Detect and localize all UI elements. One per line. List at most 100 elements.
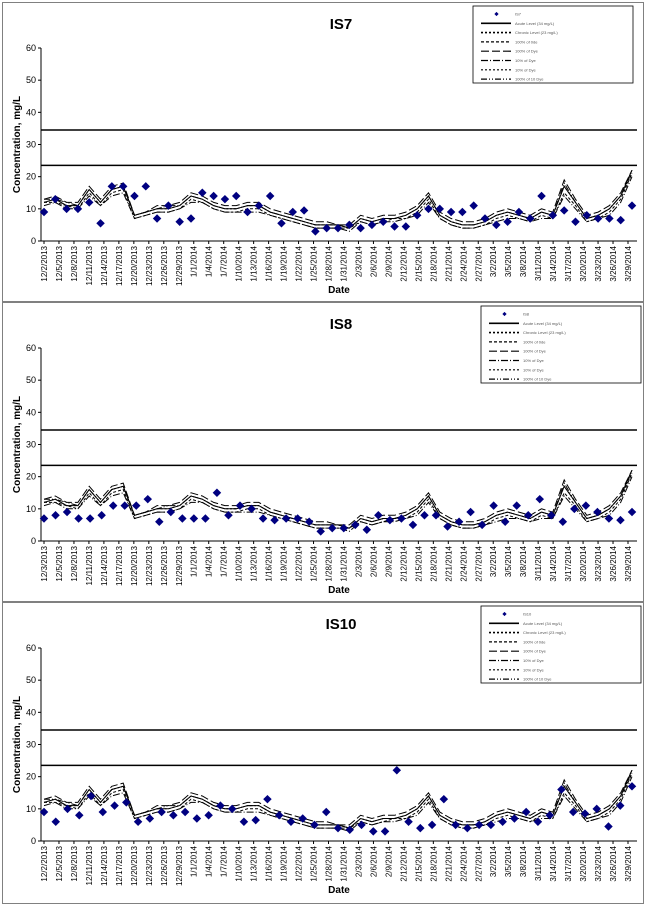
observed-point (186, 214, 196, 223)
x-tick-label: 12/14/2013 (100, 845, 109, 886)
y-tick-label: 10 (26, 504, 36, 514)
observed-point (446, 207, 456, 217)
x-tick-label: 2/6/2014 (369, 245, 378, 277)
x-tick-label: 12/17/2013 (115, 845, 124, 886)
y-tick-label: 20 (26, 772, 36, 782)
legend-entry: 10% of Dye (515, 58, 536, 63)
observed-point (463, 823, 472, 833)
x-tick-label: 3/11/2014 (534, 245, 543, 281)
observed-point (97, 511, 106, 520)
observed-point (392, 765, 402, 775)
observed-point (321, 807, 331, 817)
x-tick-label: 12/29/2013 (175, 245, 184, 286)
x-tick-label: 1/13/2014 (250, 245, 259, 281)
observed-point (178, 514, 187, 523)
x-tick-label: 1/13/2014 (250, 845, 259, 881)
observed-point (431, 511, 441, 520)
x-tick-label: 3/14/2014 (549, 845, 558, 881)
observed-point (51, 817, 61, 826)
x-tick-label: 12/2/2013 (40, 845, 49, 881)
observed-point (378, 217, 388, 226)
x-tick-label: 12/17/2013 (115, 545, 124, 586)
observed-point (486, 820, 496, 830)
x-tick-label: 2/27/2014 (474, 245, 483, 281)
observed-point (141, 182, 151, 191)
y-tick-label: 50 (26, 75, 36, 85)
y-tick-label: 10 (26, 204, 36, 214)
observed-point (281, 514, 291, 523)
observed-point (498, 817, 507, 826)
x-tick-label: 3/17/2014 (564, 245, 573, 281)
x-tick-label: 3/26/2014 (609, 845, 618, 881)
x-tick-label: 12/8/2013 (70, 845, 79, 881)
x-tick-label: 3/11/2014 (534, 545, 543, 581)
x-tick-label: 12/14/2013 (100, 545, 109, 586)
x-tick-label: 1/19/2014 (280, 245, 289, 281)
x-axis-label: Date (328, 885, 350, 896)
observed-point (466, 507, 475, 517)
observed-point (535, 494, 545, 504)
observed-point (189, 514, 199, 523)
observed-point (616, 515, 625, 525)
observed-point (265, 191, 275, 201)
x-tick-label: 1/31/2014 (339, 245, 348, 281)
legend-entry: 10% of Dye (523, 367, 544, 372)
observed-point (385, 515, 395, 525)
x-tick-label: 12/5/2013 (55, 545, 64, 581)
x-tick-label: 2/27/2014 (474, 845, 483, 881)
observed-point (51, 511, 60, 520)
observed-point (458, 207, 467, 217)
observed-point (492, 220, 501, 230)
observed-point (477, 520, 487, 530)
observed-point (133, 817, 143, 826)
x-tick-label: 1/31/2014 (339, 545, 348, 581)
x-tick-label: 1/4/2014 (205, 845, 214, 877)
series-line-2 (44, 173, 633, 229)
x-tick-label: 3/23/2014 (594, 845, 603, 881)
x-tick-label: 3/23/2014 (594, 545, 603, 581)
observed-point (443, 522, 452, 531)
x-tick-label: 1/25/2014 (310, 245, 319, 281)
x-tick-label: 1/22/2014 (295, 845, 304, 881)
x-tick-label: 2/15/2014 (414, 845, 423, 881)
observed-point (98, 807, 108, 817)
x-tick-label: 3/11/2014 (534, 845, 543, 881)
x-tick-label: 1/13/2014 (250, 545, 259, 581)
observed-point (412, 211, 422, 220)
x-tick-label: 2/21/2014 (444, 545, 453, 581)
legend-entry: Acute Level (34 mg/L) (523, 321, 563, 326)
observed-point (420, 511, 429, 520)
observed-point (157, 807, 166, 817)
x-tick-label: 3/20/2014 (579, 845, 588, 881)
chart-is10: IS10 IS10 Acute Level (34 mg/L) Chronic Lev… (12, 605, 642, 896)
legend-entry: 100% of Dye (523, 349, 547, 354)
legend-frame (480, 605, 642, 684)
legend-entry: 10% of Dye (523, 667, 544, 672)
observed-point (327, 523, 337, 533)
observed-point (615, 801, 625, 810)
x-tick-label: 3/2/2014 (489, 245, 498, 277)
observed-point (293, 514, 302, 523)
legend-entry: 10% of Dye (523, 358, 544, 363)
legend-entry: Chronic Level (23 mg/L) (523, 330, 566, 335)
x-tick-label: 1/7/2014 (220, 545, 229, 577)
x-tick-label: 3/5/2014 (504, 845, 513, 877)
observed-point (311, 227, 320, 236)
x-tick-label: 3/29/2014 (624, 245, 633, 281)
observed-point (39, 207, 49, 217)
observed-point (239, 817, 249, 826)
legend-entry: IS10 (523, 612, 532, 617)
legend-entry: 100% of Dye (523, 649, 547, 654)
legend-entry: Chronic Level (23 mg/L) (515, 30, 558, 35)
observed-point (558, 517, 568, 526)
observed-point (593, 507, 602, 517)
observed-point (404, 817, 413, 826)
x-tick-label: 2/3/2014 (354, 545, 363, 577)
x-tick-label: 1/25/2014 (310, 845, 319, 881)
observed-point (500, 517, 510, 526)
x-tick-label: 3/2/2014 (489, 545, 498, 577)
x-tick-label: 1/10/2014 (235, 245, 244, 281)
x-tick-label: 1/1/2014 (190, 845, 199, 877)
series-line-5 (43, 473, 633, 529)
legend-entry: 10% of Dye (523, 658, 544, 663)
